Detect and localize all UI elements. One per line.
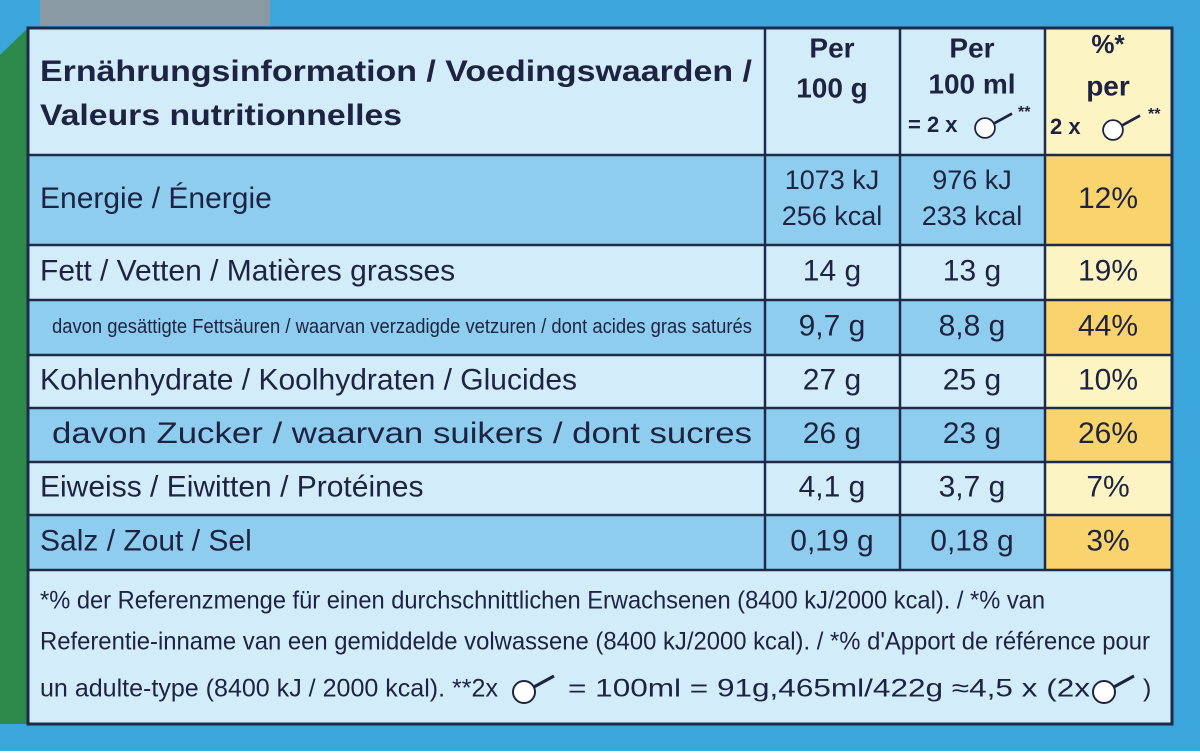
row-label: Kohlenhydrate / Koolhydraten / Glucides bbox=[40, 363, 577, 396]
value: 25 g bbox=[943, 363, 1001, 396]
value: 23 g bbox=[943, 417, 1001, 450]
percent-value: 19% bbox=[1078, 254, 1138, 287]
header-title: Ernährungsinformation / Voedingswaarden … bbox=[40, 55, 753, 88]
scoop-handle bbox=[1111, 674, 1135, 690]
value: 0,19 g bbox=[790, 524, 873, 557]
pct-bg bbox=[1045, 300, 1172, 355]
value: 27 g bbox=[803, 363, 861, 396]
row-label: Fett / Vetten / Matières grasses bbox=[40, 254, 455, 287]
pct-bg bbox=[1045, 155, 1172, 245]
value: 976 kJ bbox=[932, 165, 1012, 195]
blue-corner bbox=[0, 724, 60, 751]
pct-bg bbox=[1045, 462, 1172, 515]
row-bg bbox=[28, 300, 1045, 355]
scoop-icon bbox=[974, 117, 996, 139]
row-label: Eiweiss / Eiwitten / Protéines bbox=[40, 470, 423, 503]
row-label: davon Zucker / waarvan suikers / dont su… bbox=[52, 417, 752, 450]
header-title: Valeurs nutritionnelles bbox=[40, 99, 402, 132]
green-band bbox=[0, 28, 28, 751]
value: 14 g bbox=[803, 254, 861, 287]
percent-value: 12% bbox=[1078, 182, 1138, 215]
footnote: ) bbox=[1143, 675, 1151, 703]
row-bg bbox=[28, 245, 1045, 300]
scoop-icon bbox=[1092, 680, 1116, 704]
footnote: Referentie-inname van een gemiddelde vol… bbox=[40, 628, 1150, 656]
scoop-handle bbox=[531, 674, 555, 690]
column-header: %* bbox=[1091, 29, 1125, 59]
row-bg bbox=[28, 355, 1045, 408]
column-header: 2 x bbox=[1050, 114, 1081, 139]
value: 3,7 g bbox=[939, 470, 1006, 503]
pct-bg bbox=[1045, 408, 1172, 462]
scoop-handle bbox=[991, 112, 1013, 126]
pct-bg bbox=[1045, 515, 1172, 570]
row-label: davon gesättigte Fettsäuren / waarvan ve… bbox=[52, 316, 752, 338]
row-bg bbox=[28, 408, 1045, 462]
column-header: Per bbox=[809, 32, 854, 63]
footnote-bg bbox=[28, 570, 1172, 724]
value: 8,8 g bbox=[939, 309, 1006, 342]
footnote: = 100ml = 91g,465ml/422g ≈4,5 x (2x bbox=[568, 675, 1091, 703]
row-bg bbox=[28, 515, 1045, 570]
column-header: ** bbox=[1018, 104, 1031, 121]
value: 1073 kJ bbox=[785, 165, 880, 195]
row-bg bbox=[28, 155, 1045, 245]
column-header: ** bbox=[1148, 106, 1161, 123]
footnote: *% der Referenzmenge für einen durchschn… bbox=[40, 587, 1045, 615]
percent-value: 26% bbox=[1078, 417, 1138, 450]
percent-value: 44% bbox=[1078, 309, 1138, 342]
pct-bg bbox=[1045, 355, 1172, 408]
table-border bbox=[26, 26, 1174, 726]
percent-value: 7% bbox=[1086, 470, 1129, 503]
photo-strip bbox=[40, 0, 270, 26]
column-header: Per bbox=[949, 32, 994, 63]
value: 233 kcal bbox=[922, 201, 1023, 231]
percent-value: 10% bbox=[1078, 363, 1138, 396]
value: 0,18 g bbox=[930, 524, 1013, 557]
percent-value: 3% bbox=[1086, 524, 1129, 557]
row-label: Energie / Énergie bbox=[40, 182, 272, 215]
value: 13 g bbox=[943, 254, 1001, 287]
column-header: per bbox=[1086, 70, 1130, 101]
value: 256 kcal bbox=[782, 201, 883, 231]
scoop-icon bbox=[512, 680, 536, 704]
pct-bg bbox=[1045, 245, 1172, 300]
row-label: Salz / Zout / Sel bbox=[40, 524, 252, 557]
value: 4,1 g bbox=[799, 470, 866, 503]
header-bg bbox=[28, 28, 1045, 155]
column-header: 100 g bbox=[796, 72, 868, 103]
value: 9,7 g bbox=[799, 309, 866, 342]
row-bg bbox=[28, 462, 1045, 515]
column-header: = 2 x bbox=[908, 112, 958, 137]
column-header: 100 ml bbox=[928, 68, 1015, 99]
scoop-handle bbox=[1119, 114, 1141, 128]
scoop-icon bbox=[1102, 119, 1124, 141]
footnote: un adulte-type (8400 kJ / 2000 kcal). **… bbox=[40, 675, 498, 703]
value: 26 g bbox=[803, 417, 861, 450]
